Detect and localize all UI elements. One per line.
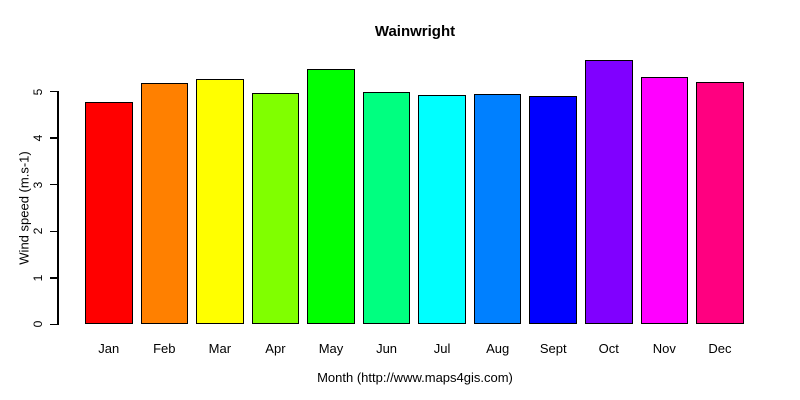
bar-mar xyxy=(196,78,244,325)
x-tick-label-jan: Jan xyxy=(98,341,120,356)
y-tick-label-4: 4 xyxy=(31,134,45,142)
y-tick-label-1: 1 xyxy=(31,274,45,282)
x-tick-label-nov: Nov xyxy=(652,341,676,356)
chart-title: Wainwright xyxy=(374,23,456,40)
bar-jul xyxy=(418,94,466,325)
x-tick-label-feb: Feb xyxy=(153,341,176,356)
y-axis-label: Wind speed (m.s-1) xyxy=(16,151,32,265)
x-tick-label-mar: Mar xyxy=(208,341,232,356)
y-tick-label-5: 5 xyxy=(31,88,45,96)
bar-sept xyxy=(529,96,577,325)
bar-apr xyxy=(251,92,300,325)
bar-aug xyxy=(473,93,522,325)
y-tick-4 xyxy=(49,137,58,139)
bar-feb xyxy=(140,82,189,325)
y-tick-3 xyxy=(49,183,58,186)
y-tick-label-2: 2 xyxy=(31,227,45,235)
x-tick-label-aug: Aug xyxy=(486,341,510,356)
y-tick-5 xyxy=(49,90,58,93)
bar-nov xyxy=(640,77,689,325)
y-tick-label-0: 0 xyxy=(31,320,45,328)
y-tick-0 xyxy=(49,323,58,326)
x-tick-label-oct: Oct xyxy=(598,341,619,356)
bar-oct xyxy=(585,59,633,325)
x-tick-label-dec: Dec xyxy=(708,341,732,356)
bar-jun xyxy=(362,92,411,325)
x-tick-label-apr: Apr xyxy=(265,341,286,356)
y-tick-1 xyxy=(49,277,58,279)
x-tick-label-jun: Jun xyxy=(376,341,398,356)
y-tick-label-3: 3 xyxy=(31,181,45,189)
bar-may xyxy=(307,68,355,325)
x-tick-label-jul: Jul xyxy=(433,341,451,356)
y-axis-line xyxy=(57,91,59,325)
x-tick-label-sept: Sept xyxy=(539,341,567,356)
bar-dec xyxy=(696,81,744,325)
x-axis-label: Month (http://www.maps4gis.com) xyxy=(317,370,513,385)
y-tick-2 xyxy=(49,230,58,232)
bar-jan xyxy=(85,102,133,325)
x-tick-label-may: May xyxy=(318,341,344,356)
